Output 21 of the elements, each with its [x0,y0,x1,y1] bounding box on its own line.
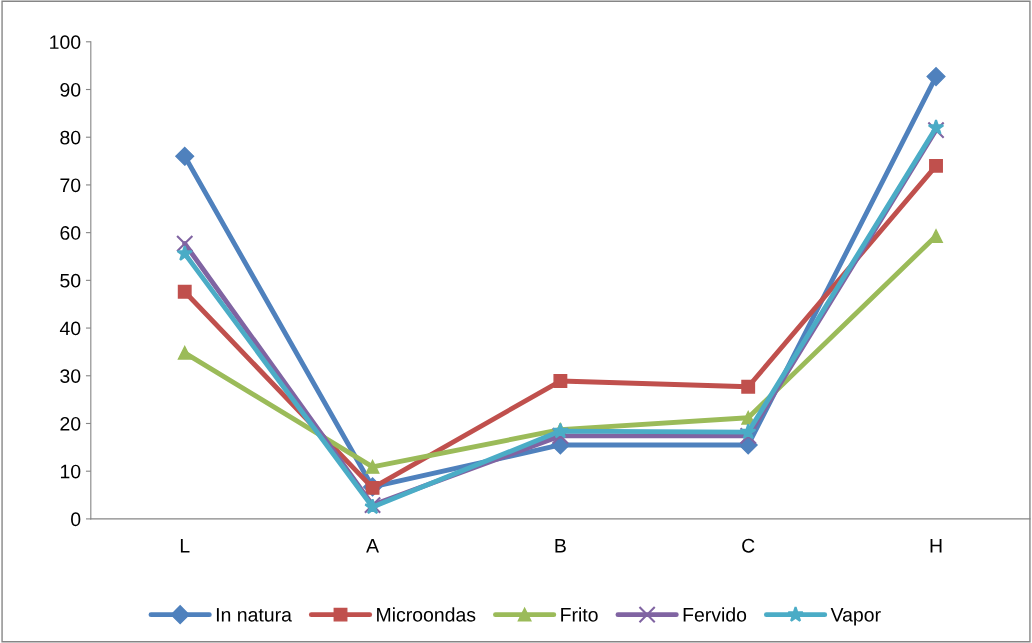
y-tick-label: 40 [59,321,81,336]
y-tick-label: 30 [60,369,81,384]
y-tick-label: 10 [60,464,81,479]
y-tick-label: 20 [60,416,81,431]
legend-label: Vapor [830,608,881,626]
legend-label: In natura [216,608,292,622]
y-tick-label: 60 [60,226,81,240]
legend-label: Fervido [683,607,747,622]
x-tick-label: C [742,538,755,553]
x-tick-label: B [555,539,566,553]
y-tick-label: 90 [60,82,81,97]
y-tick-label: 70 [60,178,81,193]
legend-label: Microondas [377,607,476,622]
y-tick-label: 80 [60,130,81,145]
x-tick-label: H [930,539,942,553]
x-tick-label: A [366,539,379,553]
y-tick-label: 0 [71,512,81,527]
y-tick-label: 50 [60,273,81,288]
y-tick-label: 100 [50,35,81,50]
legend-label: Frito [561,607,598,622]
x-tick-label: L [180,539,190,553]
